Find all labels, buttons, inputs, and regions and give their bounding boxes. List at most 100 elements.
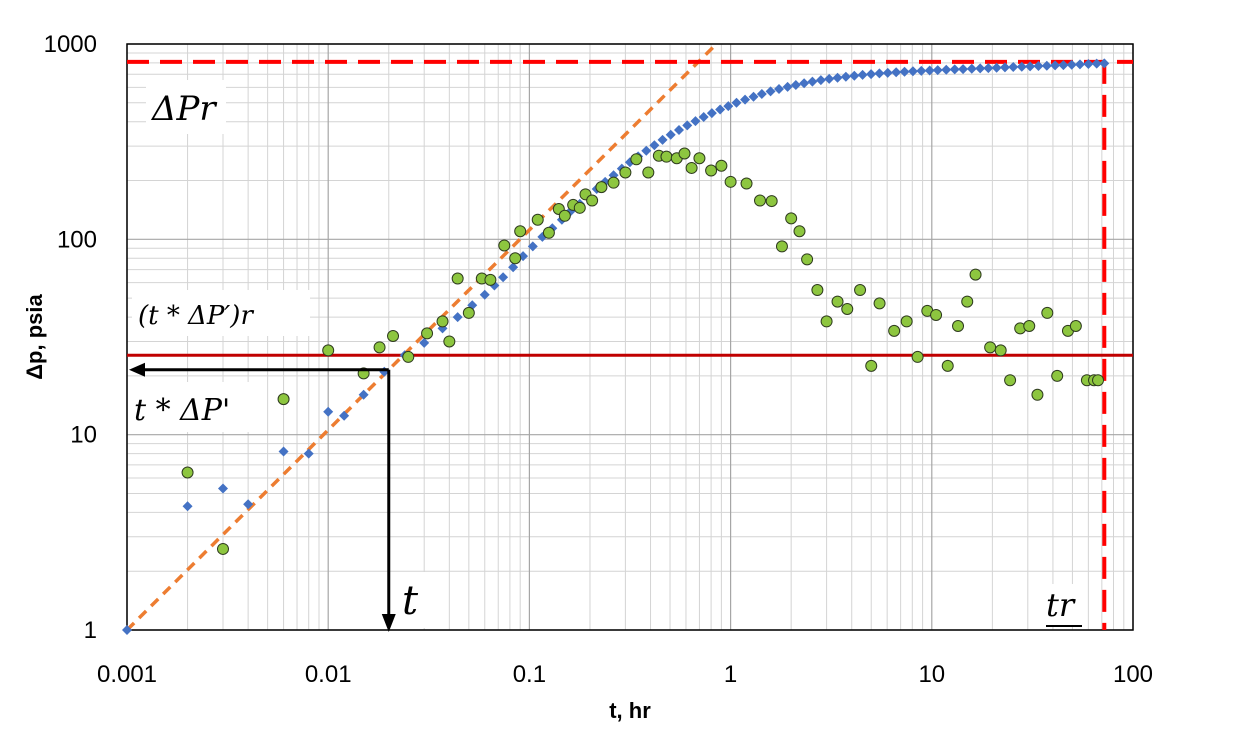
- data-point-diamond: [1033, 61, 1044, 72]
- data-point-diamond: [419, 337, 430, 348]
- data-point-circle: [785, 212, 798, 225]
- data-point-diamond: [706, 108, 717, 119]
- data-point-diamond: [840, 71, 851, 82]
- data-point-circle: [984, 341, 997, 354]
- label-t-r: tr: [1040, 584, 1084, 626]
- x-tick-label: 0.001: [97, 661, 157, 688]
- data-point-diamond: [983, 63, 994, 74]
- data-point-circle: [888, 324, 901, 337]
- data-point-circle: [595, 181, 608, 194]
- label-t-box: [396, 572, 430, 628]
- data-point-circle: [642, 166, 655, 179]
- data-point-circle: [514, 225, 527, 238]
- data-point-diamond: [1074, 59, 1085, 70]
- data-point-circle: [484, 273, 497, 286]
- label-t-dp-r-text: (t * ΔP′)r: [138, 301, 254, 331]
- data-point-diamond: [122, 625, 132, 635]
- data-point-circle: [724, 175, 737, 188]
- data-point-diamond: [673, 124, 684, 135]
- data-point-circle: [443, 335, 456, 348]
- data-point-circle: [801, 253, 814, 266]
- label-t-dp-r-box: [132, 290, 310, 336]
- data-point-diamond: [773, 84, 784, 95]
- series-layer: [122, 58, 1110, 635]
- data-point-diamond: [323, 406, 334, 417]
- data-point-diamond: [1050, 60, 1061, 71]
- data-point-circle: [1041, 306, 1054, 319]
- data-point-diamond: [1008, 62, 1019, 73]
- data-point-diamond: [723, 101, 734, 112]
- data-point-diamond: [731, 97, 742, 108]
- data-point-diamond: [949, 64, 960, 75]
- data-point-circle: [630, 153, 643, 166]
- data-point-circle: [705, 164, 718, 177]
- label-t: t: [396, 572, 430, 628]
- annotations: ΔPr (t * ΔP′)r t * ΔP' t tr: [129, 80, 1084, 632]
- label-t-r-text: tr: [1046, 586, 1076, 624]
- data-point-circle: [402, 350, 415, 363]
- data-point-diamond: [857, 69, 868, 80]
- label-delta-p-r: ΔPr: [146, 80, 226, 134]
- data-point-circle: [793, 225, 806, 238]
- data-point-circle: [607, 176, 620, 189]
- data-point-diamond: [1083, 58, 1094, 69]
- data-point-circle: [1004, 374, 1017, 387]
- data-point-diamond: [756, 88, 767, 99]
- data-point-circle: [1023, 320, 1036, 333]
- data-point-circle: [820, 315, 833, 328]
- data-point-circle: [1051, 369, 1064, 382]
- data-point-diamond: [941, 64, 952, 75]
- data-point-circle: [573, 201, 586, 214]
- y-tick-label: 1: [84, 617, 97, 644]
- data-point-circle: [969, 268, 982, 281]
- data-point-diamond: [682, 120, 693, 131]
- data-point-diamond: [866, 69, 877, 80]
- data-point-diamond: [690, 116, 701, 127]
- x-axis-title: t, hr: [609, 698, 651, 723]
- x-tick-label: 10: [918, 661, 945, 688]
- label-t-dp-r: (t * ΔP′)r: [132, 290, 310, 336]
- label-t-r-box: [1040, 584, 1084, 626]
- data-point-circle: [421, 327, 434, 340]
- data-point-circle: [436, 315, 449, 328]
- data-point-diamond: [1066, 59, 1077, 70]
- data-point-diamond: [849, 70, 860, 81]
- data-point-circle: [586, 194, 599, 207]
- data-point-diamond: [824, 73, 835, 84]
- data-point-circle: [322, 344, 335, 357]
- data-point-circle: [509, 252, 522, 265]
- data-point-circle: [841, 302, 854, 315]
- data-point-diamond: [748, 91, 759, 102]
- data-point-circle: [961, 295, 974, 308]
- data-point-circle: [678, 147, 691, 160]
- data-point-diamond: [182, 501, 193, 512]
- data-point-circle: [462, 306, 475, 319]
- data-point-diamond: [641, 145, 652, 156]
- data-point-diamond: [1025, 61, 1036, 72]
- data-point-diamond: [991, 62, 1002, 73]
- data-point-circle: [660, 150, 673, 163]
- data-point-diamond: [958, 64, 969, 75]
- data-point-diamond: [916, 65, 927, 76]
- data-point-diamond: [807, 76, 818, 87]
- data-point-circle: [740, 177, 753, 190]
- data-point-diamond: [358, 389, 369, 400]
- label-t-dp: t * ΔP': [130, 382, 250, 432]
- x-tick-label: 100: [1113, 661, 1153, 688]
- data-point-diamond: [874, 68, 885, 79]
- data-point-diamond: [924, 65, 935, 76]
- plot-frame: [126, 43, 1134, 631]
- data-point-circle: [498, 239, 511, 252]
- data-point-circle: [1092, 374, 1105, 387]
- label-delta-p-r-text: ΔPr: [150, 89, 217, 129]
- y-tick-label: 100: [57, 226, 97, 253]
- data-point-diamond: [527, 241, 538, 252]
- data-point-diamond: [975, 63, 986, 74]
- data-point-diamond: [907, 66, 918, 77]
- data-point-diamond: [815, 75, 826, 86]
- data-point-diamond: [649, 140, 660, 151]
- data-point-diamond: [508, 262, 519, 273]
- data-point-diamond: [999, 62, 1010, 73]
- data-point-diamond: [1099, 58, 1110, 69]
